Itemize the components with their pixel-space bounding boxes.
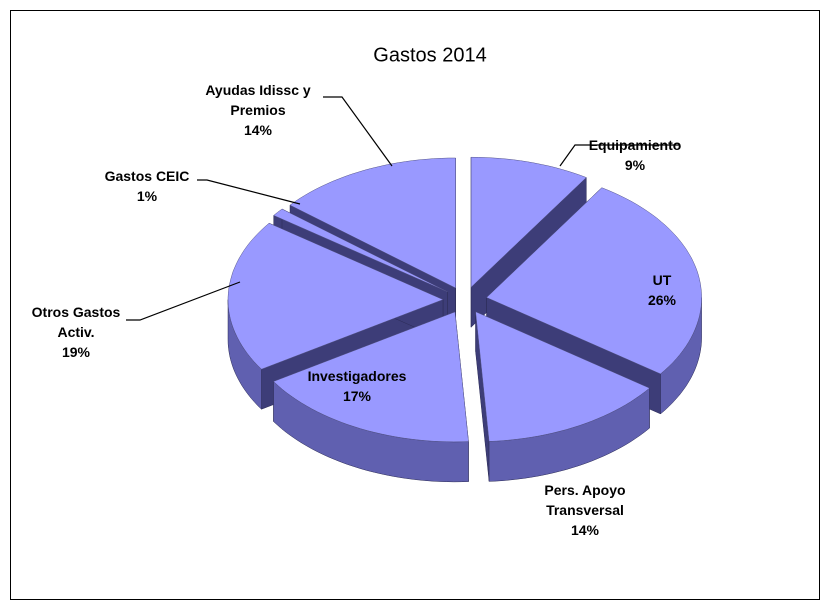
category-name: Investigadores xyxy=(307,368,407,384)
pie-slice xyxy=(273,311,469,483)
value-label: 17% xyxy=(342,388,372,404)
value-label: 19% xyxy=(61,344,91,360)
slice-label: Pers. Apoyo Transversal 14% xyxy=(530,480,640,540)
slice-label: Otros Gastos Activ. 19% xyxy=(16,302,136,362)
slice-label: Investigadores 17% xyxy=(292,366,422,406)
category-name: Ayudas Idissc y Premios xyxy=(205,82,311,118)
pie-slice xyxy=(475,311,650,482)
chart-title: Gastos 2014 xyxy=(373,44,486,66)
value-label: 14% xyxy=(243,122,273,138)
leader-line xyxy=(197,179,301,205)
slice-label: Gastos CEIC 1% xyxy=(87,166,207,206)
value-label: 1% xyxy=(136,188,158,204)
slice-top xyxy=(486,187,702,375)
slice-top xyxy=(227,222,444,370)
leader-line xyxy=(559,144,680,167)
value-label: 14% xyxy=(570,522,600,538)
slice-top xyxy=(273,208,448,293)
slice-top xyxy=(470,156,587,288)
category-name: Equipamiento xyxy=(588,137,682,153)
slice-top xyxy=(475,311,650,442)
slice-top xyxy=(289,157,456,289)
slice-top xyxy=(273,311,469,443)
category-name: UT xyxy=(652,272,672,288)
value-label: 26% xyxy=(647,292,677,308)
leader-line xyxy=(126,281,241,321)
category-name: Otros Gastos Activ. xyxy=(31,304,121,340)
slice-label: UT 26% xyxy=(622,270,702,310)
category-name: Gastos CEIC xyxy=(104,168,190,184)
value-label: 9% xyxy=(624,157,646,173)
slice-label: Ayudas Idissc y Premios 14% xyxy=(183,80,333,140)
category-name: Pers. Apoyo Transversal xyxy=(544,482,626,518)
slice-label: Equipamiento 9% xyxy=(580,135,690,175)
leader-line xyxy=(323,96,393,167)
